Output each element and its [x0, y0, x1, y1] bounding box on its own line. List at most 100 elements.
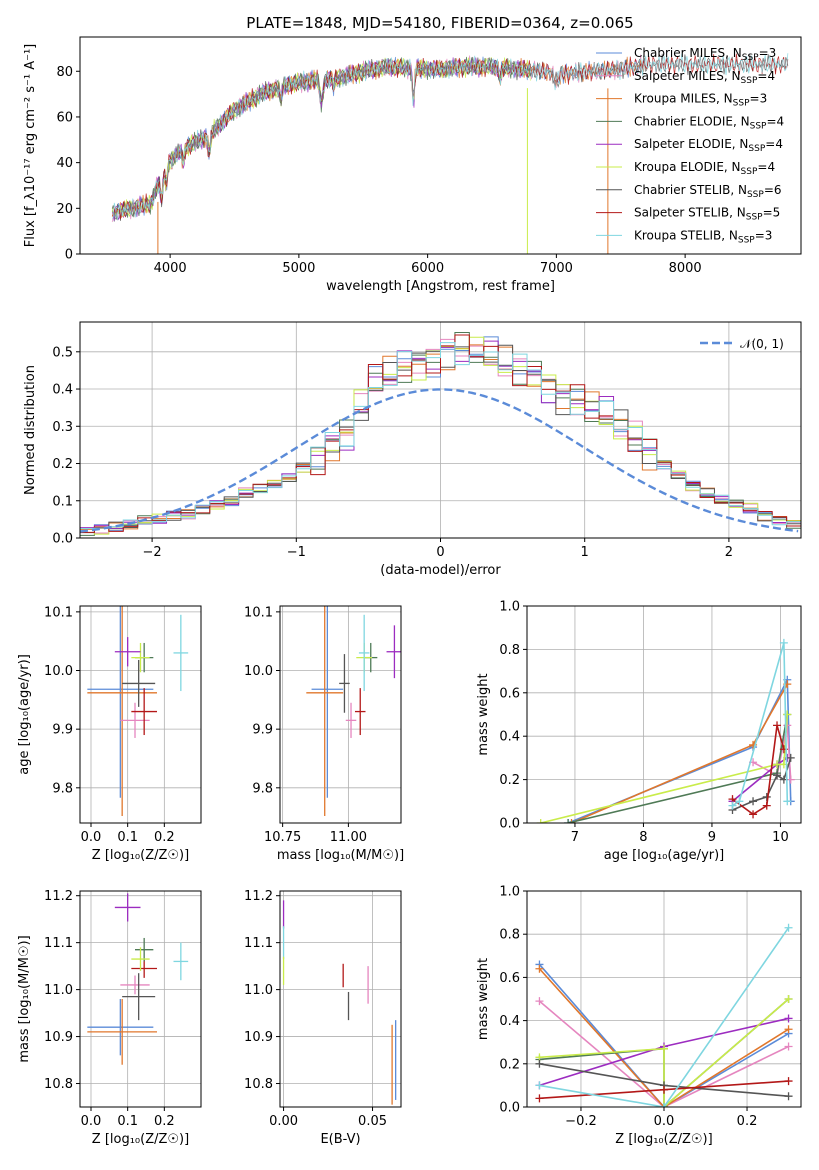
- y-tick-label: 10.0: [244, 664, 273, 679]
- legend-entry: Salpeter MILES, NSSP=4: [634, 69, 775, 86]
- weight-point: [762, 801, 771, 810]
- weight-point: [784, 1042, 793, 1051]
- x-tick-label: 0: [436, 545, 444, 560]
- y-tick-label: 10.1: [244, 605, 273, 620]
- y-tick-label: 9.8: [52, 781, 73, 796]
- weight-point: [535, 964, 544, 973]
- mass_weight_vs_Z-panel: −0.2 0.0 0.2 0.0 0.2 0.4 0.6 0.8 1.0 Z [log₁₀(Z/Z…: [476, 885, 802, 1147]
- x-axis-label: mass [log₁₀(M/M☉)]: [277, 848, 404, 863]
- x-tick-label: 5000: [282, 261, 315, 276]
- weight-point: [535, 997, 544, 1006]
- weight-point: [783, 797, 792, 806]
- axes-frame: [526, 605, 802, 824]
- mass_weight_vs_Z-plot-area: [535, 923, 793, 1107]
- weight-point: [535, 1059, 544, 1068]
- y-axis-label: mass [log₁₀(M/M☉)]: [17, 935, 32, 1062]
- legend-entry: Kroupa STELIB, NSSP=3: [634, 228, 772, 245]
- x-tick-label: −0.2: [565, 1114, 597, 1129]
- legend-entry: Chabrier STELIB, NSSP=6: [634, 183, 782, 200]
- x-tick-label: 0.00: [269, 1114, 298, 1129]
- mass_vs_EBV-plot-area: [282, 900, 397, 1105]
- y-tick-label: 0.0: [499, 817, 520, 832]
- y-axis-label: mass weight: [476, 673, 491, 755]
- x-tick-label: 0.2: [154, 830, 175, 845]
- weight-point: [784, 1077, 793, 1086]
- y-axis-label: age [log₁₀(age/yr)]: [17, 654, 32, 775]
- legend-entry: Kroupa ELODIE, NSSP=4: [634, 160, 775, 177]
- x-axis-label: Z [log₁₀(Z/Z☉)]: [92, 848, 189, 863]
- x-axis-label: age [log₁₀(age/yr)]: [604, 848, 725, 863]
- x-tick-label: 0.1: [117, 1114, 138, 1129]
- y-tick-label: 11.0: [244, 983, 273, 998]
- y-tick-label: 20: [56, 202, 73, 217]
- weight-point: [536, 819, 545, 823]
- weight-series-line: [540, 714, 789, 823]
- residuals-plot-area: [80, 331, 801, 538]
- x-tick-label: 1: [581, 545, 589, 560]
- y-tick-label: 10.8: [44, 1077, 73, 1092]
- axes-frame: [79, 36, 802, 255]
- axes-frame: [279, 890, 402, 1108]
- x-tick-label: −1: [287, 545, 306, 560]
- age_vs_mass-panel: 10.75 11.00 9.8 9.9 10.0 10.1 mass [log₁₀(M/M☉…: [244, 605, 404, 863]
- weight-point: [728, 801, 737, 810]
- x-tick-label: 0.0: [654, 1114, 675, 1129]
- legend-entry: 𝒩(0, 1): [740, 337, 784, 351]
- y-tick-label: 1.0: [499, 600, 520, 615]
- legend-entry: Salpeter ELODIE, NSSP=4: [634, 137, 783, 154]
- x-tick-label: 0.2: [154, 1114, 175, 1129]
- spectrum-plot-area: [111, 53, 789, 254]
- x-tick-label: 2: [725, 545, 733, 560]
- y-tick-label: 11.1: [244, 936, 273, 951]
- y-axis-label: Normed distribution: [23, 365, 38, 495]
- y-tick-label: 0.2: [52, 457, 73, 472]
- x-tick-label: 9: [708, 830, 716, 845]
- legend-entry: Salpeter STELIB, NSSP=5: [634, 206, 780, 223]
- y-tick-label: 10.9: [244, 1030, 273, 1045]
- figure-title: PLATE=1848, MJD=54180, FIBERID=0364, z=0…: [246, 14, 633, 32]
- x-tick-label: 10: [772, 830, 789, 845]
- y-tick-label: 0.4: [499, 730, 520, 745]
- axes-frame: [79, 890, 202, 1108]
- y-tick-label: 40: [56, 156, 73, 171]
- x-tick-label: 10.75: [264, 830, 301, 845]
- spectrum-series-line: [111, 56, 531, 222]
- x-axis-label: Z [log₁₀(Z/Z☉)]: [92, 1132, 189, 1147]
- weight-series-line: [752, 725, 792, 780]
- mass_weight_vs_age-plot-area: [536, 638, 795, 823]
- y-tick-label: 0.0: [52, 532, 73, 547]
- weight-point: [784, 1092, 793, 1101]
- weight-point: [749, 810, 758, 819]
- x-tick-label: 6000: [411, 261, 444, 276]
- y-tick-label: 0.4: [499, 1014, 520, 1029]
- y-tick-label: 0.6: [499, 686, 520, 701]
- weight-series-line: [571, 683, 788, 823]
- legend-entry: Chabrier ELODIE, NSSP=4: [634, 114, 784, 131]
- y-tick-label: 10.1: [44, 605, 73, 620]
- x-tick-label: 0.2: [737, 1114, 758, 1129]
- x-tick-label: 11.00: [330, 830, 367, 845]
- y-tick-label: 0.2: [499, 773, 520, 788]
- weight-point: [660, 1044, 668, 1053]
- x-tick-label: 0.05: [358, 1114, 387, 1129]
- weight-point: [735, 797, 744, 806]
- mass_vs_EBV-panel: 0.00 0.05 10.8 10.9 11.0 11.1 11.2 E(B-V): [244, 889, 402, 1147]
- y-tick-label: 11.0: [44, 983, 73, 998]
- weight-point: [779, 638, 788, 647]
- weight-point: [786, 775, 795, 784]
- weight-point: [535, 1081, 544, 1090]
- y-tick-label: 10.8: [244, 1077, 273, 1092]
- weight-series-line: [538, 1000, 789, 1107]
- spectrum-series-line: [111, 53, 789, 221]
- weight-point: [564, 819, 573, 823]
- spectrum-series-line: [111, 57, 531, 222]
- weight-series-line: [567, 679, 792, 823]
- x-tick-label: 7000: [540, 261, 573, 276]
- spectrum-panel: 4000 5000 6000 7000 8000 0 20 40 60 80 wavelength …: [23, 36, 802, 294]
- weight-point: [784, 923, 793, 932]
- weight-point: [773, 760, 782, 769]
- weight-series-line: [538, 963, 789, 1107]
- mass_vs_Z-panel: 0.0 0.1 0.2 10.8 10.9 11.0 11.1 11.2 Z [log₁₀(Z/…: [17, 889, 202, 1147]
- y-axis-label: Flux [f_λ10⁻¹⁷ erg cm⁻² s⁻¹ A⁻¹]: [23, 44, 38, 248]
- legend-entry: Kroupa MILES, NSSP=3: [634, 92, 767, 109]
